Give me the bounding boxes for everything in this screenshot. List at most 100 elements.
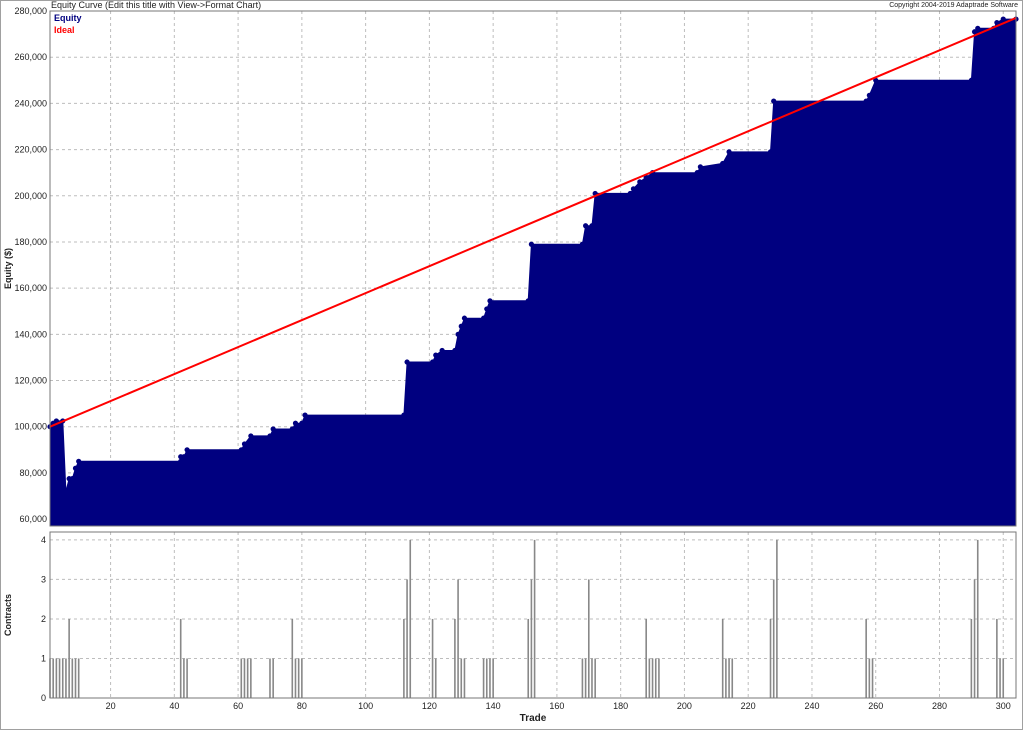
equity-point	[433, 352, 439, 358]
contracts-bar	[301, 658, 303, 698]
equity-point	[238, 447, 244, 453]
contracts-bar	[482, 658, 485, 698]
contracts-yaxis-title: Contracts	[3, 594, 13, 636]
equity-ytick-label: 100,000	[14, 422, 47, 432]
equity-point	[241, 441, 248, 447]
contracts-bar	[243, 658, 246, 698]
equity-ytick-label: 140,000	[14, 329, 47, 339]
equity-ytick-label: 240,000	[14, 98, 47, 108]
equity-point	[994, 19, 1000, 26]
equity-point	[637, 179, 643, 185]
contracts-ytick-label: 3	[41, 574, 46, 584]
contracts-bar	[648, 658, 651, 698]
contracts-bar	[297, 658, 300, 698]
equity-point	[1000, 16, 1006, 22]
contracts-bar	[489, 658, 491, 698]
equity-point	[480, 315, 487, 321]
contracts-bar	[976, 539, 979, 698]
xtick-label: 160	[549, 701, 564, 711]
contracts-bar	[731, 658, 734, 698]
contracts-bar	[1002, 658, 1005, 698]
contracts-bar	[973, 579, 976, 698]
contracts-bar	[431, 618, 434, 698]
contracts-bar	[409, 539, 412, 698]
equity-point	[270, 426, 276, 432]
chart-title[interactable]: Equity Curve (Edit this title with View-…	[51, 0, 262, 10]
contracts-bar	[77, 658, 80, 698]
equity-ytick-label: 200,000	[14, 191, 47, 201]
contracts-bar	[186, 658, 188, 698]
contracts-bar	[240, 658, 243, 698]
equity-point	[863, 98, 869, 104]
copyright-notice: Copyright 2004-2019 Adaptrade Software	[889, 2, 1018, 9]
equity-point	[528, 241, 535, 247]
contracts-bar	[999, 658, 1001, 698]
equity-point	[181, 454, 187, 460]
equity-point	[458, 323, 464, 329]
xtick-label: 20	[106, 701, 116, 711]
contracts-bar	[246, 658, 249, 698]
contracts-bar	[74, 658, 77, 698]
xtick-label: 300	[996, 701, 1011, 711]
contracts-bar	[463, 658, 466, 698]
xtick-label: 260	[868, 701, 883, 711]
equity-point	[627, 190, 633, 197]
contracts-bar	[434, 658, 437, 698]
equity-ytick-label: 180,000	[14, 237, 47, 247]
equity-ytick-label: 160,000	[14, 283, 47, 293]
contracts-bar	[871, 658, 874, 698]
equity-point	[589, 223, 595, 229]
equity-ytick-label: 280,000	[14, 6, 47, 16]
equity-yaxis-title: Equity ($)	[3, 248, 13, 289]
contracts-bar	[530, 579, 533, 698]
equity-point	[69, 476, 75, 482]
equity-point	[72, 465, 79, 471]
equity-point	[292, 420, 299, 426]
equity-point	[429, 359, 436, 365]
xtick-label: 60	[233, 701, 243, 711]
contracts-bar	[721, 618, 724, 698]
xtick-label: 100	[358, 701, 373, 711]
contracts-bar	[492, 658, 494, 698]
equity-point	[53, 418, 59, 424]
equity-point	[726, 149, 732, 155]
equity-point	[579, 241, 586, 247]
contracts-bar	[970, 618, 973, 698]
xtick-label: 280	[932, 701, 947, 711]
equity-point	[630, 186, 637, 192]
contracts-bar	[868, 658, 871, 698]
contracts-bar	[61, 658, 64, 698]
contracts-bar	[269, 658, 271, 698]
contracts-bar	[58, 658, 61, 698]
equity-point	[697, 164, 703, 170]
contracts-bar	[645, 618, 647, 698]
contracts-bar	[485, 658, 488, 698]
xtick-label: 240	[804, 701, 819, 711]
xtick-label: 120	[422, 701, 437, 711]
contracts-bar	[71, 658, 74, 698]
xaxis-title: Trade	[520, 713, 547, 724]
equity-point	[461, 315, 468, 321]
equity-point	[184, 447, 190, 453]
contracts-bar	[658, 658, 660, 698]
equity-ytick-label: 60,000	[19, 514, 47, 524]
equity-point	[767, 149, 774, 155]
xtick-label: 80	[297, 701, 307, 711]
contracts-bar	[728, 658, 730, 698]
contracts-bar	[654, 658, 657, 698]
contracts-bar	[68, 618, 70, 698]
contracts-bar	[587, 579, 590, 698]
equity-point	[439, 347, 445, 354]
contracts-ytick-label: 2	[41, 614, 46, 624]
equity-plot-frame	[49, 10, 1017, 527]
contracts-bar	[55, 658, 58, 698]
contracts-bar	[65, 658, 67, 698]
contracts-bar	[527, 618, 530, 698]
contracts-bar	[291, 618, 294, 698]
contracts-bar	[403, 618, 405, 698]
equity-point	[525, 298, 531, 304]
equity-point	[401, 412, 407, 418]
equity-point	[694, 170, 700, 176]
equity-point	[76, 458, 82, 464]
equity-point	[248, 433, 254, 439]
